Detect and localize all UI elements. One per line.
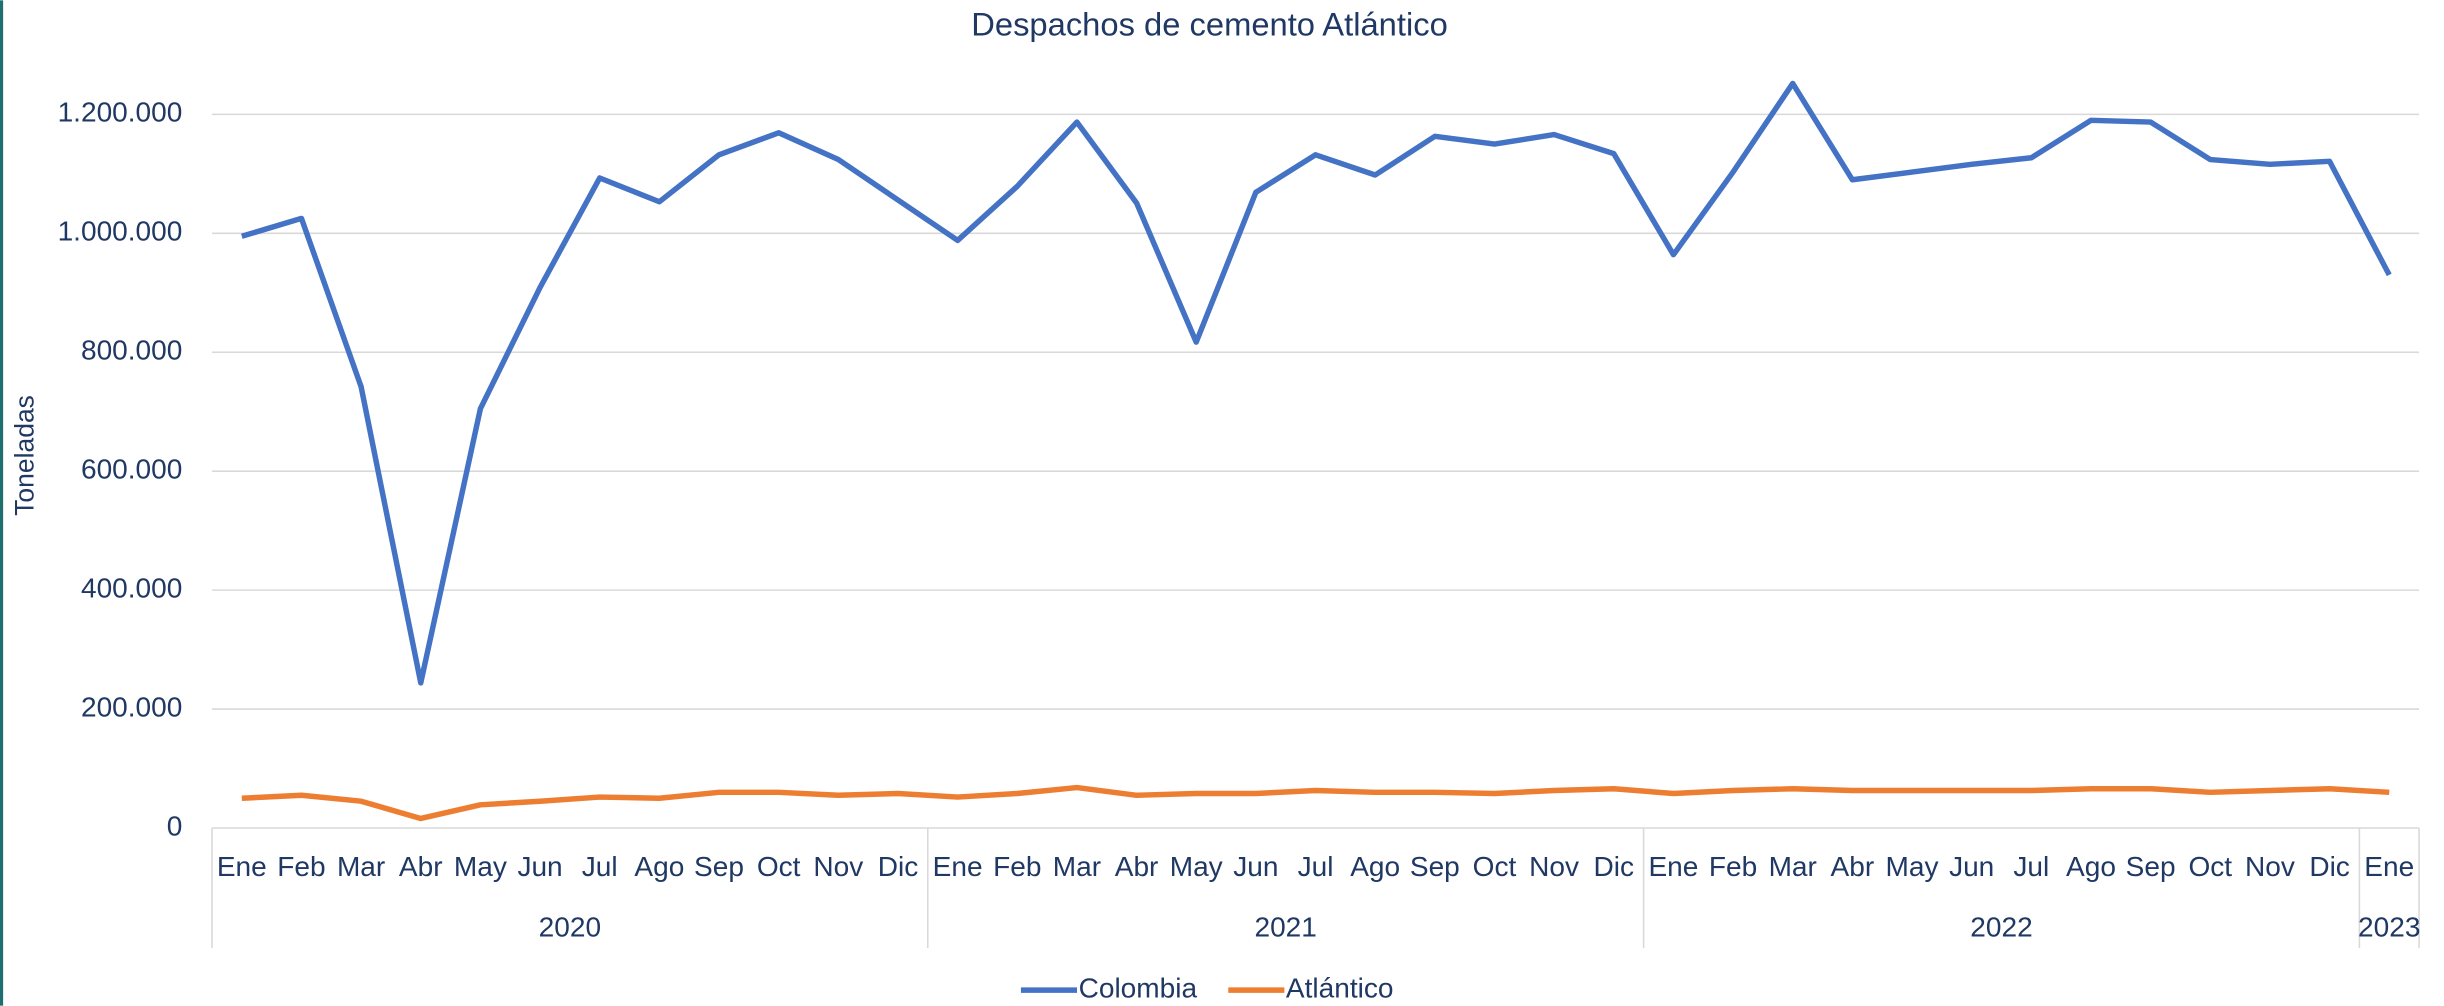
y-tick-label: 1.000.000 — [58, 216, 183, 247]
x-tick-label: Sep — [2126, 851, 2176, 882]
series-line — [241, 784, 2390, 822]
x-tick-label: Dic — [2309, 851, 2350, 882]
x-tick-label: Ago — [2066, 851, 2116, 882]
x-tick-label: Dic — [1594, 851, 1635, 882]
x-tick-label: Ene — [933, 851, 983, 882]
x-tick-label: Nov — [2245, 851, 2295, 882]
x-tick-label: Sep — [694, 851, 744, 882]
x-tick-label: Oct — [2188, 851, 2232, 882]
x-tick-label: Abr — [399, 851, 443, 882]
x-tick-label: May — [454, 851, 507, 882]
left-border — [0, 0, 4, 1006]
x-tick-label: Ene — [217, 851, 267, 882]
x-tick-label: Ago — [634, 851, 684, 882]
x-tick-label: Feb — [277, 851, 325, 882]
y-axis-label: Toneladas — [9, 395, 39, 516]
x-tick-label: Nov — [1529, 851, 1579, 882]
x-tick-label: Mar — [1769, 851, 1817, 882]
x-tick-label: Ene — [2364, 851, 2414, 882]
x-tick-label: Jun — [1949, 851, 1994, 882]
x-tick-label: Jul — [582, 851, 618, 882]
x-tick-label: Feb — [1709, 851, 1757, 882]
x-tick-label: Jul — [1298, 851, 1334, 882]
y-tick-label: 1.200.000 — [58, 97, 183, 128]
x-tick-label: Oct — [757, 851, 801, 882]
x-tick-label: Oct — [1473, 851, 1517, 882]
x-tick-label: Jul — [2013, 851, 2049, 882]
x-group-label: 2021 — [1254, 912, 1316, 943]
x-tick-label: Abr — [1831, 851, 1875, 882]
x-tick-label: Mar — [1053, 851, 1101, 882]
x-tick-label: Ene — [1648, 851, 1698, 882]
legend-label: Atlántico — [1286, 972, 1394, 1003]
x-group-label: 2020 — [539, 912, 601, 943]
y-tick-label: 800.000 — [81, 335, 182, 366]
x-tick-label: Nov — [813, 851, 863, 882]
x-tick-label: Sep — [1410, 851, 1460, 882]
x-tick-label: Abr — [1115, 851, 1159, 882]
x-tick-label: Dic — [878, 851, 919, 882]
x-tick-label: Mar — [337, 851, 385, 882]
x-tick-label: Ago — [1350, 851, 1400, 882]
y-tick-label: 200.000 — [81, 691, 182, 722]
x-tick-label: Jun — [1233, 851, 1278, 882]
y-tick-label: 0 — [167, 810, 183, 841]
x-group-label: 2022 — [1970, 912, 2032, 943]
x-group-label: 2023 — [2358, 912, 2420, 943]
x-tick-label: Feb — [993, 851, 1041, 882]
x-tick-label: Jun — [517, 851, 562, 882]
y-tick-label: 400.000 — [81, 573, 182, 604]
series-line — [241, 80, 2392, 686]
y-tick-label: 600.000 — [81, 454, 182, 485]
chart-title: Despachos de cemento Atlántico — [971, 5, 1448, 42]
x-tick-label: May — [1886, 851, 1939, 882]
legend-label: Colombia — [1079, 972, 1198, 1003]
x-tick-label: May — [1170, 851, 1223, 882]
